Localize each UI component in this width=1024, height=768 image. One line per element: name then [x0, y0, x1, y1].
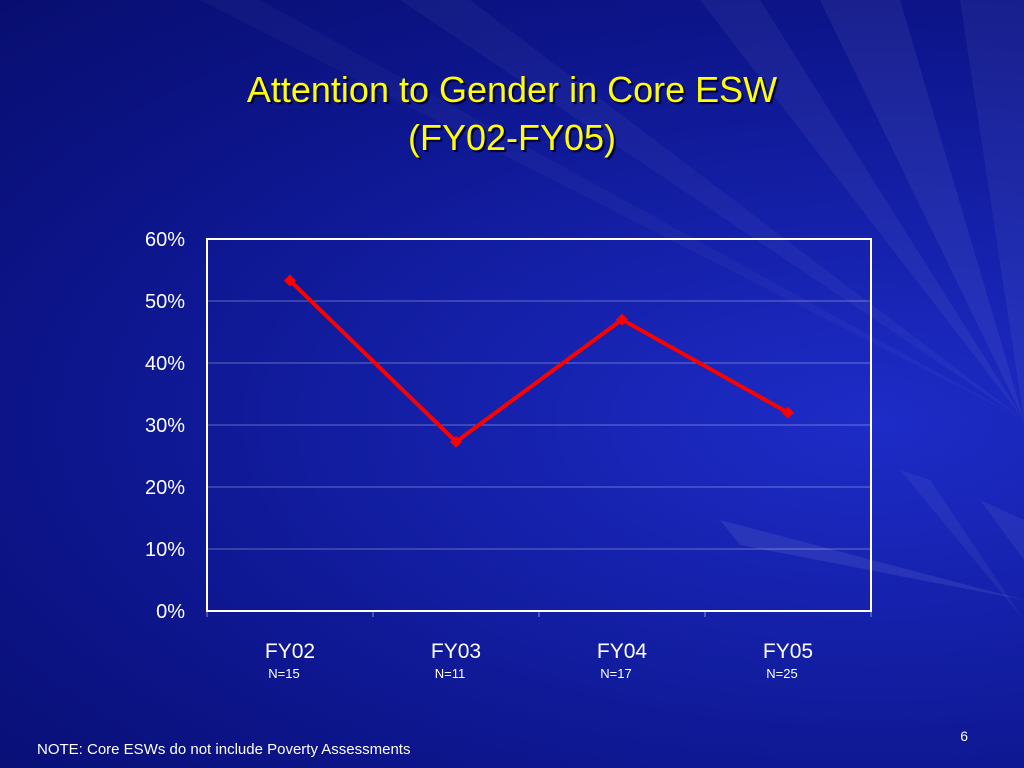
data-point-marker: [450, 435, 462, 448]
series-line: [288, 279, 789, 444]
data-point-marker: [616, 313, 628, 326]
y-tick-label: 40%: [145, 353, 185, 375]
x-axis: [206, 611, 872, 617]
footnote: NOTE: Core ESWs do not include Poverty A…: [37, 741, 411, 758]
slide-title-line-2: (FY02-FY05): [407, 117, 617, 158]
x-category-label: FY04: [597, 640, 648, 663]
x-category-label: FY02: [265, 640, 315, 663]
data-point-marker: [782, 406, 794, 419]
x-category-sample-size: N=17: [600, 666, 631, 681]
y-tick-label: 60%: [145, 229, 185, 251]
page-number: 6: [960, 728, 968, 744]
y-tick-label: 30%: [145, 415, 185, 437]
x-category-label: FY05: [763, 640, 813, 663]
slide-title-line-1: Attention to Gender in Core ESW: [246, 69, 778, 110]
x-category-sample-size: N=15: [268, 666, 299, 681]
x-category-sample-size: N=25: [766, 666, 797, 681]
x-axis-category-labels: FY02 N=15 FY03 N=11 FY04 N=17 FY05 N=25: [265, 640, 813, 681]
y-axis-tick-labels: 0% 10% 20% 30% 40% 50% 60%: [145, 229, 185, 623]
data-series: [284, 274, 794, 448]
y-tick-label: 20%: [145, 477, 185, 499]
x-category-label: FY03: [431, 640, 481, 663]
y-tick-label: 50%: [145, 291, 185, 313]
grid-lines: [207, 300, 871, 550]
data-point-marker: [284, 274, 296, 287]
x-category-sample-size: N=11: [435, 666, 465, 681]
y-tick-label: 0%: [156, 601, 185, 623]
y-tick-label: 10%: [145, 539, 185, 561]
